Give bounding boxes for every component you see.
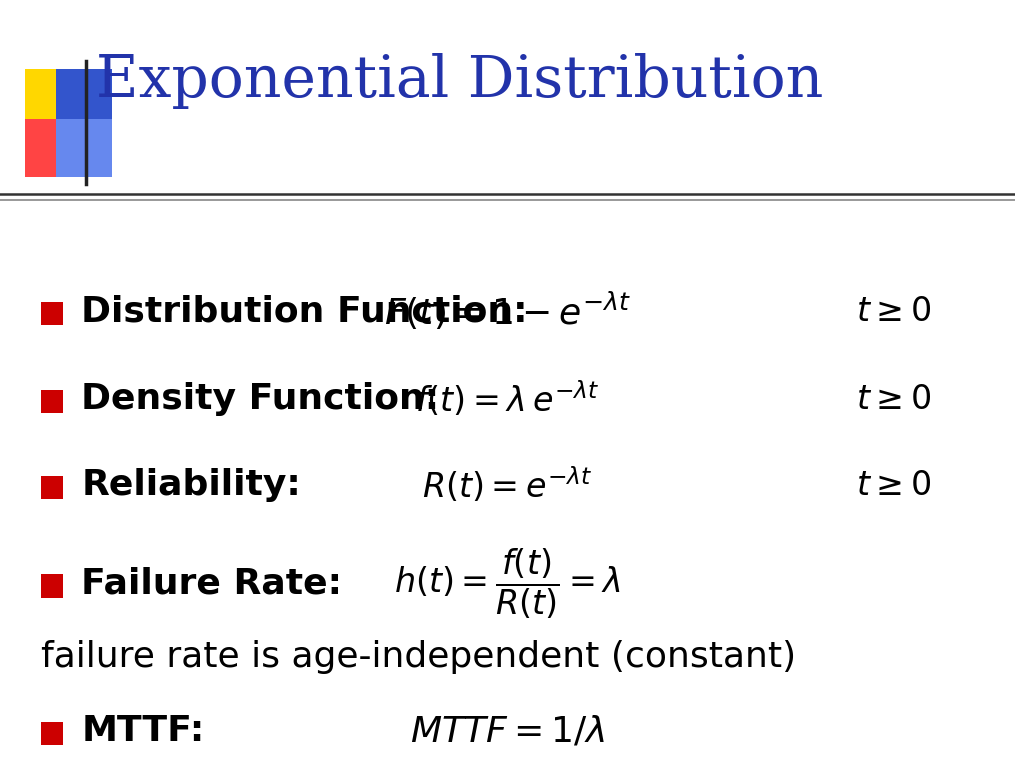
FancyBboxPatch shape — [41, 574, 62, 598]
FancyBboxPatch shape — [41, 390, 62, 413]
FancyBboxPatch shape — [41, 722, 62, 745]
Text: Failure Rate:: Failure Rate: — [81, 567, 342, 601]
FancyBboxPatch shape — [56, 69, 112, 127]
Text: Density Function:: Density Function: — [81, 382, 439, 416]
Text: $f(t)=\lambda\, e^{-\lambda t}$: $f(t)=\lambda\, e^{-\lambda t}$ — [415, 379, 600, 419]
Text: $R(t)=e^{-\lambda t}$: $R(t)=e^{-\lambda t}$ — [422, 465, 593, 505]
Text: MTTF:: MTTF: — [81, 714, 205, 748]
FancyBboxPatch shape — [26, 119, 81, 177]
Text: $h(t)=\dfrac{f(t)}{R(t)}=\lambda$: $h(t)=\dfrac{f(t)}{R(t)}=\lambda$ — [394, 547, 621, 621]
Text: $t\geq 0$: $t\geq 0$ — [855, 469, 931, 502]
Text: $MTTF=1/\lambda$: $MTTF=1/\lambda$ — [410, 714, 605, 748]
Text: Exponential Distribution: Exponential Distribution — [96, 53, 823, 108]
FancyBboxPatch shape — [41, 302, 62, 325]
FancyBboxPatch shape — [56, 119, 112, 177]
Text: failure rate is age-independent (constant): failure rate is age-independent (constan… — [41, 640, 796, 674]
Text: Reliability:: Reliability: — [81, 468, 301, 502]
FancyBboxPatch shape — [41, 476, 62, 499]
FancyBboxPatch shape — [26, 69, 81, 127]
Text: $t\geq 0$: $t\geq 0$ — [855, 295, 931, 327]
Text: Distribution Function:: Distribution Function: — [81, 294, 527, 328]
Text: $t\geq 0$: $t\geq 0$ — [855, 383, 931, 415]
Text: $F(t)=1-e^{-\lambda t}$: $F(t)=1-e^{-\lambda t}$ — [384, 290, 631, 332]
